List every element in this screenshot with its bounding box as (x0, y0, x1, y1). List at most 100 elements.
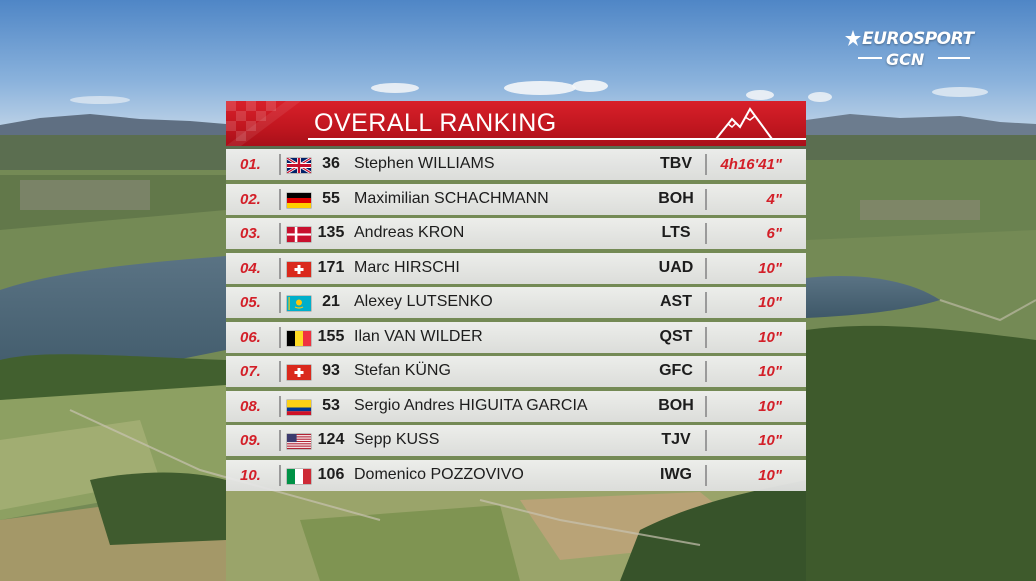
rank-position: 05. (240, 294, 261, 311)
rider-name: Andreas KRON (354, 224, 465, 241)
ranking-row: 02. 55 Maximilian SCHACHMANN BOH 4" (226, 183, 806, 215)
rank-position: 10. (240, 466, 261, 484)
rider-name: Sepp KUSS (354, 431, 440, 448)
ranking-row: 06. 155 Ilan VAN WILDER QST 10" (226, 321, 806, 353)
rider-name: Ilan VAN WILDER (354, 327, 483, 345)
checkered-pattern-icon (226, 101, 301, 146)
logo-wordmark-bottom: GCN (886, 50, 925, 69)
team-code: BOH (658, 189, 694, 207)
rider-name: Stephen WILLIAMS (354, 155, 495, 172)
rider-name: Sergio Andres HIGUITA GARCIA (354, 396, 588, 414)
rider-bib-number: 171 (317, 258, 345, 276)
team-code: QST (659, 327, 693, 345)
ranking-row: 04. 171 Marc HIRSCHI UAD 10" (226, 252, 806, 284)
rider-bib-number: 135 (317, 224, 345, 241)
rider-name: Domenico POZZOVIVO (354, 465, 524, 483)
rider-time: 10" (758, 259, 782, 277)
rank-position: 02. (240, 190, 261, 208)
be-flag-icon (287, 330, 311, 346)
rider-time: 10" (758, 328, 782, 346)
rider-bib-number: 53 (322, 396, 340, 414)
rider-bib-number: 21 (322, 293, 340, 310)
ranking-title: OVERALL RANKING (314, 109, 557, 137)
row-divider (705, 257, 707, 279)
row-divider (279, 326, 281, 348)
it-flag-icon (287, 468, 311, 484)
team-code: AST (660, 293, 692, 310)
ranking-row: 08. 53 Sergio Andres HIGUITA GARCIA BOH … (226, 390, 806, 422)
gb-flag-icon (287, 158, 311, 173)
row-divider (705, 430, 707, 451)
rider-time: 4" (766, 190, 782, 208)
rank-position: 07. (240, 363, 261, 380)
us-flag-icon (287, 434, 311, 449)
team-code: IWG (660, 465, 692, 483)
ch-flag-icon (287, 261, 311, 277)
rank-position: 08. (240, 397, 261, 415)
rider-time: 4h16'41" (720, 156, 782, 173)
rank-position: 06. (240, 328, 261, 346)
rider-time: 10" (758, 397, 782, 415)
ranking-row: 05. 21 Alexey LUTSENKO AST 10" (226, 287, 806, 318)
team-code: LTS (661, 224, 691, 241)
rider-time: 10" (758, 294, 782, 311)
ranking-row: 07. 93 Stefan KÜNG GFC 10" (226, 356, 806, 387)
row-divider (705, 154, 707, 175)
ranking-row: 10. 106 Domenico POZZOVIVO IWG 10" (226, 459, 806, 491)
team-code: BOH (658, 396, 694, 414)
rider-time: 10" (758, 363, 782, 380)
rider-bib-number: 93 (322, 362, 340, 379)
row-divider (279, 464, 281, 486)
row-divider (705, 223, 707, 244)
rank-position: 01. (240, 156, 261, 173)
row-divider (279, 361, 281, 382)
team-code: TJV (661, 431, 691, 448)
rider-bib-number: 155 (317, 327, 345, 345)
row-divider (705, 464, 707, 486)
team-code: TBV (660, 155, 692, 172)
rank-position: 04. (240, 259, 261, 277)
eurosport-gcn-logo: EUROSPORT GCN (840, 26, 990, 74)
rank-position: 03. (240, 225, 261, 242)
row-divider (279, 292, 281, 313)
star-icon (845, 30, 861, 46)
row-divider (279, 154, 281, 175)
row-divider (279, 188, 281, 210)
rider-bib-number: 124 (317, 431, 345, 448)
row-divider (279, 430, 281, 451)
team-code: GFC (659, 362, 693, 379)
kz-flag-icon (287, 296, 311, 311)
ranking-list: 01. 36 Stephen WILLIAMS TBV 4h16'41" 02. (226, 149, 806, 491)
row-divider (705, 292, 707, 313)
team-code: UAD (658, 258, 694, 276)
rider-bib-number: 106 (317, 465, 345, 483)
rank-position: 09. (240, 432, 261, 449)
rider-bib-number: 36 (322, 155, 340, 172)
ranking-row: 03. 135 Andreas KRON LTS 6" (226, 218, 806, 249)
overall-ranking-panel: OVERALL RANKING 01. 36 Stephen WILLIAMS … (226, 101, 806, 494)
row-divider (279, 257, 281, 279)
row-divider (279, 395, 281, 417)
ch-flag-icon (287, 365, 311, 380)
dk-flag-icon (287, 227, 311, 242)
header-underline (308, 138, 806, 140)
rider-name: Alexey LUTSENKO (354, 293, 493, 310)
rider-time: 10" (758, 466, 782, 484)
row-divider (279, 223, 281, 244)
row-divider (705, 361, 707, 382)
mountain-icon (715, 107, 773, 140)
rider-name: Maximilian SCHACHMANN (354, 189, 549, 207)
de-flag-icon (287, 192, 311, 208)
rider-name: Stefan KÜNG (354, 362, 451, 379)
rider-time: 10" (758, 432, 782, 449)
rider-name: Marc HIRSCHI (354, 258, 460, 276)
logo-speed-lines-icon (858, 57, 970, 59)
rider-bib-number: 55 (322, 189, 340, 207)
ranking-row: 01. 36 Stephen WILLIAMS TBV 4h16'41" (226, 149, 806, 180)
row-divider (705, 188, 707, 210)
row-divider (705, 326, 707, 348)
ranking-row: 09. 124 Sepp KUSS TJV 10" (226, 425, 806, 456)
logo-wordmark-top: EUROSPORT (862, 29, 974, 49)
row-divider (705, 395, 707, 417)
